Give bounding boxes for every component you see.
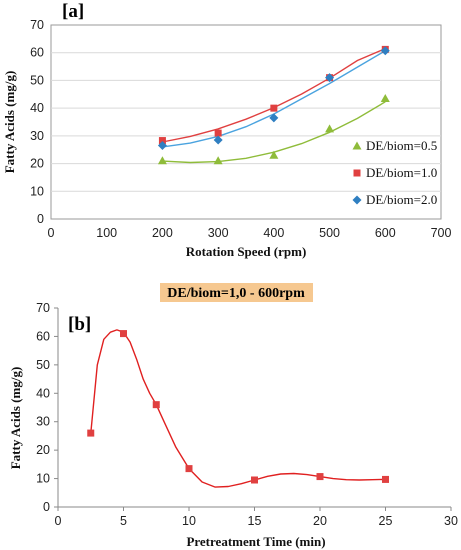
- panel-a-x-tick-label: 0: [48, 226, 55, 240]
- legend-marker: [353, 169, 361, 177]
- panel-a-legend: DE/biom=0.5 DE/biom=1.0 DE/biom=2.0: [352, 138, 437, 207]
- panel-a-y-axis-title: Fatty Acids (mg/g): [2, 71, 17, 174]
- panel-b-point: [185, 465, 193, 473]
- panel-a-point: [214, 129, 222, 137]
- legend-marker: [352, 195, 362, 205]
- panel-b-x-tick-label: 15: [248, 514, 262, 528]
- legend-entry: DE/biom=1.0: [353, 165, 437, 180]
- panel-b-x-tick-label: 0: [55, 514, 62, 528]
- panel-a-point: [269, 150, 279, 159]
- panel-a-y-tick-label: 20: [30, 157, 44, 171]
- panel-a-point: [270, 104, 278, 112]
- panel-a-point: [269, 113, 279, 123]
- panel-b-y-ticks: 0 10 20 30 40 50 60 70: [36, 301, 58, 514]
- panel-b-x-tick-label: 30: [444, 514, 458, 528]
- panel-a-y-tick-label: 0: [37, 212, 44, 226]
- panel-a-x-tick-label: 500: [319, 226, 340, 240]
- panel-b-smooth-line: [90, 329, 386, 488]
- panel-b-y-axis-title: Fatty Acids (mg/g): [8, 367, 23, 470]
- panel-a: [a] 0 10 20 30 40 50 60 70 0 100 200 300 400 500 600 7…: [2, 1, 451, 259]
- panel-b-point: [87, 429, 95, 437]
- panel-b-point: [316, 473, 324, 481]
- legend-label: DE/biom=0.5: [366, 138, 437, 153]
- panel-a-x-tick-label: 600: [375, 226, 396, 240]
- panel-a-point: [213, 135, 223, 145]
- panel-a-label: [a]: [62, 1, 84, 22]
- panel-b-banner-text: DE/biom=1,0 - 600rpm: [167, 286, 305, 301]
- panel-a-trendline-3: [162, 50, 386, 148]
- panel-a-x-tick-label: 300: [208, 226, 229, 240]
- panel-b-points: [87, 330, 389, 484]
- panel-a-point: [325, 73, 335, 83]
- panel-a-x-tick-label: 200: [152, 226, 173, 240]
- panel-b-point: [152, 401, 160, 409]
- panel-b-y-tick-label: 10: [36, 472, 50, 486]
- panel-a-point: [380, 46, 390, 56]
- panel-a-point: [157, 156, 167, 165]
- panel-b-y-tick-label: 30: [36, 415, 50, 429]
- panel-b-x-tick-label: 25: [379, 514, 393, 528]
- panel-a-y-tick-label: 70: [30, 18, 44, 32]
- panel-a-x-axis-title: Rotation Speed (rpm): [186, 244, 307, 259]
- panel-b-label: [b]: [68, 314, 91, 335]
- panel-a-y-tick-label: 10: [30, 184, 44, 198]
- panel-b-point: [251, 476, 258, 484]
- panel-b: DE/biom=1,0 - 600rpm [b] 010203040506070…: [8, 283, 458, 549]
- panel-a-trendline-2: [162, 47, 386, 143]
- panel-b-x-tick-label: 20: [313, 514, 327, 528]
- legend-label: DE/biom=1.0: [366, 165, 437, 180]
- legend-entry: DE/biom=2.0: [352, 192, 437, 207]
- panel-a-point: [380, 93, 390, 102]
- panel-a-point: [213, 156, 223, 165]
- panel-a-x-tick-label: 700: [431, 226, 452, 240]
- panel-a-y-tick-label: 40: [30, 101, 44, 115]
- panel-a-x-ticks: 0 100 200 300 400 500 600 700: [48, 226, 452, 240]
- legend-marker: [352, 141, 362, 150]
- panel-b-y-tick-label: 40: [36, 386, 50, 400]
- panel-b-y-tick-label: 20: [36, 443, 50, 457]
- panel-a-x-tick-label: 100: [96, 226, 117, 240]
- panel-a-point: [157, 141, 167, 151]
- panel-a-y-ticks: 0 10 20 30 40 50 60 70: [30, 18, 44, 226]
- panel-a-y-tick-label: 60: [30, 46, 44, 60]
- panel-b-curve: [90, 329, 386, 488]
- panel-b-banner: [160, 283, 313, 302]
- panel-b-x-tick-label: 10: [182, 514, 196, 528]
- panel-a-gridlines: [51, 52, 441, 192]
- panel-b-y-tick-label: 0: [43, 500, 50, 514]
- panel-b-y-tick-label: 70: [36, 301, 50, 315]
- panel-a-point: [325, 124, 335, 133]
- panel-a-point: [158, 137, 166, 145]
- panel-a-y-tick-label: 50: [30, 73, 44, 87]
- panel-b-point: [120, 330, 127, 338]
- panel-b-y-tick-label: 60: [36, 329, 50, 343]
- panel-b-y-tick-label: 50: [36, 358, 50, 372]
- panel-b-x-axis-title: Pretreatment Time (min): [186, 534, 325, 549]
- legend-entry: DE/biom=0.5: [352, 138, 437, 153]
- panel-a-plot-area: [50, 24, 442, 220]
- panel-b-x-ticks: 0 5 10 15 20 25 30: [55, 507, 458, 528]
- panel-a-points: [157, 45, 390, 165]
- panel-a-y-tick-label: 30: [30, 129, 44, 143]
- panel-a-x-tick-label: 400: [263, 226, 284, 240]
- panel-b-point: [382, 475, 389, 483]
- panel-b-x-tick-label: 5: [120, 514, 127, 528]
- legend-label: DE/biom=2.0: [366, 192, 437, 207]
